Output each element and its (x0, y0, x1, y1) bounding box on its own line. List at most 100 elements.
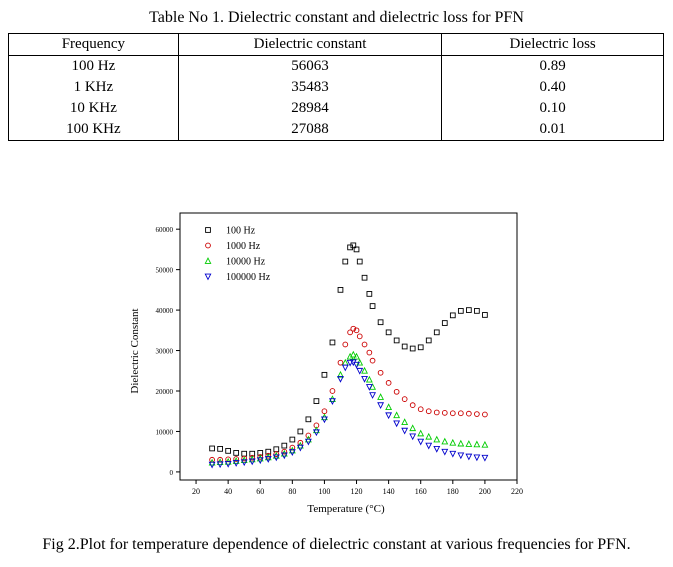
y-tick-label: 0 (170, 469, 174, 477)
data-point (417, 344, 424, 351)
data-point (273, 451, 280, 457)
table-row: 1 KHz 35483 0.40 (8, 77, 664, 98)
data-point (365, 384, 373, 391)
data-point (361, 274, 368, 281)
data-point (249, 454, 256, 461)
y-axis-label: Dielectric Constant (129, 308, 141, 393)
data-point (264, 453, 272, 461)
data-point (280, 452, 288, 460)
data-point (241, 450, 248, 457)
data-point (465, 440, 473, 447)
x-tick-label: 200 (479, 487, 491, 496)
data-point (353, 246, 360, 253)
legend-marker (204, 257, 212, 264)
data-point (289, 436, 296, 443)
data-point (353, 327, 360, 334)
data-point (225, 448, 231, 454)
data-point (365, 375, 373, 383)
data-point (457, 439, 465, 447)
data-point (417, 406, 424, 413)
data-point (482, 312, 488, 318)
cell-frequency: 10 KHz (8, 98, 179, 119)
data-point (366, 349, 373, 356)
data-point (341, 364, 349, 372)
legend-item: 1000 Hz (205, 241, 261, 252)
data-point (449, 312, 456, 319)
data-point (393, 411, 401, 419)
series-1 (209, 325, 488, 463)
y-tick-label: 50000 (156, 267, 174, 275)
legend-label: 10000 Hz (226, 257, 266, 268)
data-point (369, 357, 376, 364)
x-tick-label: 160 (415, 487, 427, 496)
cell-frequency: 100 Hz (8, 55, 179, 77)
y-tick-label: 10000 (156, 428, 174, 436)
data-point (256, 454, 264, 462)
figure-caption: Fig 2.Plot for temperature dependence of… (42, 536, 631, 553)
legend-label: 1000 Hz (226, 241, 261, 252)
data-point (272, 454, 280, 462)
table-row: 100 Hz 56063 0.89 (8, 55, 664, 77)
data-point (401, 427, 409, 435)
data-point (265, 452, 272, 459)
data-point (224, 460, 232, 468)
legend-item: 100 Hz (205, 226, 256, 237)
x-axis-label: Temperature (°C) (307, 503, 385, 515)
data-point (305, 432, 312, 439)
header-dielectric-loss: Dielectric loss (441, 33, 664, 56)
data-point (356, 367, 364, 375)
cell-dielectric-loss: 0.89 (441, 55, 664, 77)
data-point (393, 388, 400, 395)
data-point (320, 416, 328, 424)
data-point (361, 376, 368, 383)
data-point (425, 337, 432, 344)
data-point (366, 291, 373, 297)
series-2 (208, 350, 489, 466)
data-point (273, 446, 280, 453)
data-point (216, 461, 224, 469)
cell-dielectric-constant: 28984 (177, 98, 443, 119)
data-point (449, 438, 457, 446)
data-point (377, 393, 385, 400)
cell-frequency: 1 KHz (8, 77, 179, 98)
data-point (385, 380, 392, 386)
data-point (409, 424, 417, 432)
data-point (281, 442, 288, 449)
data-point (217, 446, 223, 452)
data-point (482, 411, 488, 418)
data-point (441, 448, 449, 456)
header-frequency: Frequency (8, 33, 179, 56)
data-point (337, 359, 344, 366)
data-point (409, 402, 416, 409)
data-point (304, 438, 312, 446)
data-point (350, 242, 357, 249)
x-tick-label: 40 (224, 487, 232, 496)
data-point (342, 341, 349, 348)
cell-dielectric-constant: 35483 (177, 77, 443, 98)
data-point (433, 409, 440, 416)
data-point (481, 440, 489, 448)
data-point (248, 458, 256, 466)
data-point (312, 429, 320, 437)
data-point (473, 440, 481, 448)
data-point (409, 433, 417, 441)
series-3 (208, 359, 489, 469)
data-point (356, 333, 363, 340)
data-point (385, 329, 392, 336)
data-point (257, 454, 264, 460)
data-point (321, 408, 328, 415)
data-point (393, 337, 400, 344)
data-point (401, 396, 408, 402)
data-point (361, 341, 368, 348)
data-point (369, 303, 376, 309)
data-point (349, 350, 357, 358)
cell-dielectric-loss: 0.40 (441, 77, 664, 98)
legend-marker (205, 242, 211, 249)
data-point (377, 369, 384, 376)
header-dielectric-constant: Dielectric constant (177, 33, 443, 56)
data-point (409, 345, 416, 352)
data-point (346, 352, 354, 360)
y-tick-label: 40000 (156, 307, 174, 315)
data-point (353, 352, 360, 360)
table-header-row: Frequency Dielectric constant Dielectric… (8, 33, 664, 56)
